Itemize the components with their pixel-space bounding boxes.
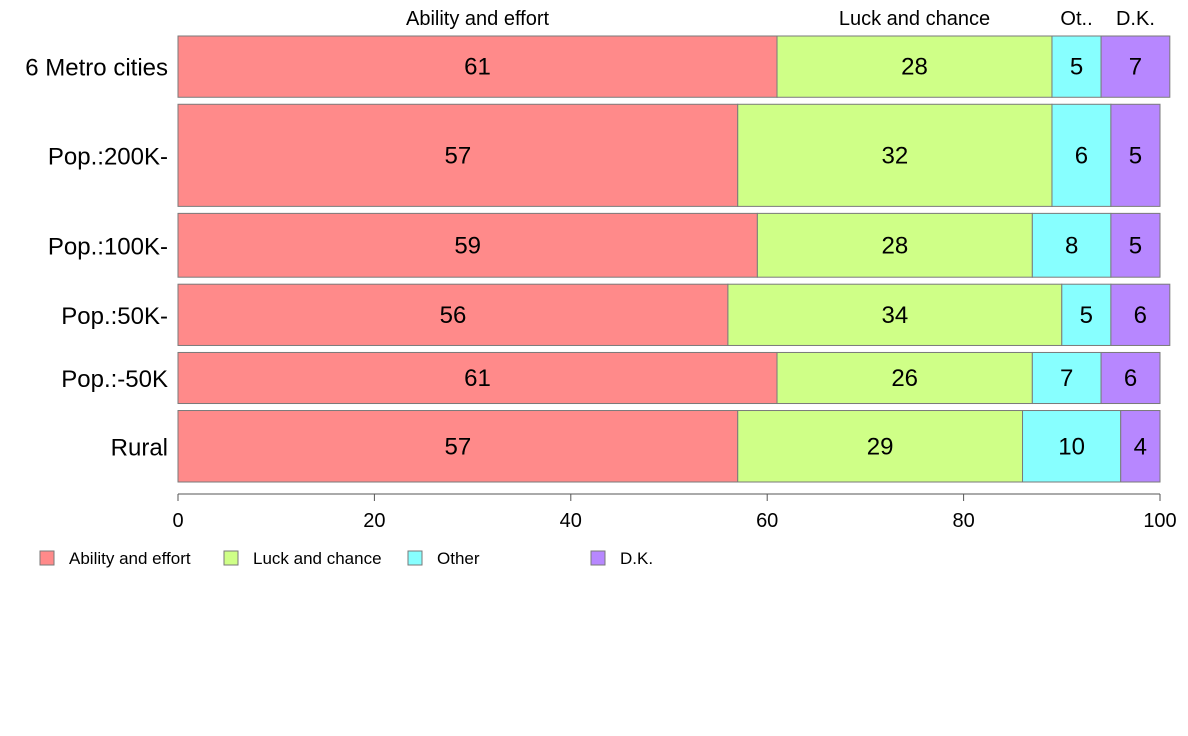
column-header: D.K. <box>1116 8 1155 30</box>
category-label: Pop.:-50K <box>61 366 168 393</box>
legend-label: Ability and effort <box>69 549 191 568</box>
bar-value-label: 56 <box>440 302 467 329</box>
x-tick-label: 20 <box>363 510 385 532</box>
bar-rows: 61 28 5 757 32 6 559 28 8 556 34 5 661 26 7 657 29 10 4 <box>177 35 1171 483</box>
category-label: 6 Metro cities <box>25 55 168 82</box>
legend-label: Other <box>437 549 480 568</box>
bar-segment <box>1110 103 1161 207</box>
bar-segment <box>1100 35 1171 98</box>
legend-swatch <box>39 550 55 566</box>
bar-segment <box>1031 351 1102 405</box>
bar-value-label: 5 <box>1070 54 1083 81</box>
bar-segment <box>737 410 1024 483</box>
bar-row: 61 26 7 6 <box>177 351 1161 405</box>
column-header: Ot.. <box>1060 8 1092 30</box>
bar-segment <box>177 35 778 98</box>
bar-value-label: 10 <box>1058 433 1085 460</box>
legend-item: Luck and chance <box>223 549 382 568</box>
bar-value-label: 32 <box>882 142 909 169</box>
bar-row: 57 29 10 4 <box>177 410 1161 483</box>
legend-swatch <box>407 550 423 566</box>
bar-segment <box>727 283 1063 346</box>
bar-value-label: 34 <box>882 302 909 329</box>
bar-value-label: 6 <box>1134 302 1147 329</box>
bar-row: 59 28 8 5 <box>177 212 1161 278</box>
bar-segment <box>1051 103 1112 207</box>
bar-segment <box>177 212 758 278</box>
bar-segment <box>177 410 739 483</box>
legend-swatch <box>590 550 606 566</box>
bar-segment <box>1120 410 1161 483</box>
bar-value-label: 26 <box>891 365 918 392</box>
bar-value-label: 6 <box>1075 142 1088 169</box>
bar-segment <box>1022 410 1122 483</box>
x-tick-label: 0 <box>172 510 183 532</box>
column-header: Luck and chance <box>839 8 990 30</box>
bar-value-label: 29 <box>867 433 894 460</box>
category-label: Pop.:100K- <box>48 233 168 260</box>
legend-item: Other <box>407 549 480 568</box>
legend-item: Ability and effort <box>39 549 191 568</box>
bar-value-label: 5 <box>1129 142 1142 169</box>
bar-segment <box>177 283 729 346</box>
column-headers: Ability and effort Luck and chance Ot.. D.K… <box>406 8 1155 30</box>
bar-value-label: 6 <box>1124 365 1137 392</box>
bar-segment <box>776 35 1053 98</box>
bar-value-label: 5 <box>1129 232 1142 259</box>
x-tick-label: 60 <box>756 510 778 532</box>
bar-segment <box>1110 283 1171 346</box>
legend-label: Luck and chance <box>253 549 382 568</box>
x-tick-label: 80 <box>952 510 974 532</box>
bar-value-label: 7 <box>1060 365 1073 392</box>
x-tick-label: 100 <box>1143 510 1176 532</box>
x-tick-label: 40 <box>560 510 582 532</box>
bar-segment <box>737 103 1053 207</box>
bar-segment <box>1051 35 1102 98</box>
bar-row: 56 34 5 6 <box>177 283 1171 346</box>
bar-value-label: 57 <box>445 142 472 169</box>
legend-swatch <box>223 550 239 566</box>
bar-value-label: 28 <box>882 232 909 259</box>
category-labels: 6 Metro cities Pop.:200K- Pop.:100K- Pop.:5… <box>25 55 168 462</box>
bar-value-label: 8 <box>1065 232 1078 259</box>
x-axis: 0 20 40 60 80 100 <box>172 493 1177 532</box>
bar-value-label: 59 <box>454 232 481 259</box>
bar-segment <box>1110 212 1161 278</box>
legend-item: D.K. <box>590 549 653 568</box>
bar-value-label: 61 <box>464 365 491 392</box>
bar-value-label: 61 <box>464 54 491 81</box>
bar-value-label: 28 <box>901 54 928 81</box>
bar-segment <box>177 103 739 207</box>
category-label: Pop.:200K- <box>48 143 168 170</box>
bar-segment <box>776 351 1033 405</box>
legend: Ability and effort Luck and chance Other D.… <box>39 549 653 568</box>
category-label: Rural <box>111 434 168 461</box>
bar-segment <box>177 351 778 405</box>
bar-row: 61 28 5 7 <box>177 35 1171 98</box>
bar-value-label: 5 <box>1080 302 1093 329</box>
bar-segment <box>1100 351 1161 405</box>
bar-value-label: 7 <box>1129 54 1142 81</box>
bar-segment <box>756 212 1033 278</box>
bar-value-label: 4 <box>1134 433 1147 460</box>
category-label: Pop.:50K- <box>61 303 168 330</box>
column-header: Ability and effort <box>406 8 549 30</box>
legend-label: D.K. <box>620 549 653 568</box>
bar-value-label: 57 <box>445 433 472 460</box>
bar-row: 57 32 6 5 <box>177 103 1161 207</box>
